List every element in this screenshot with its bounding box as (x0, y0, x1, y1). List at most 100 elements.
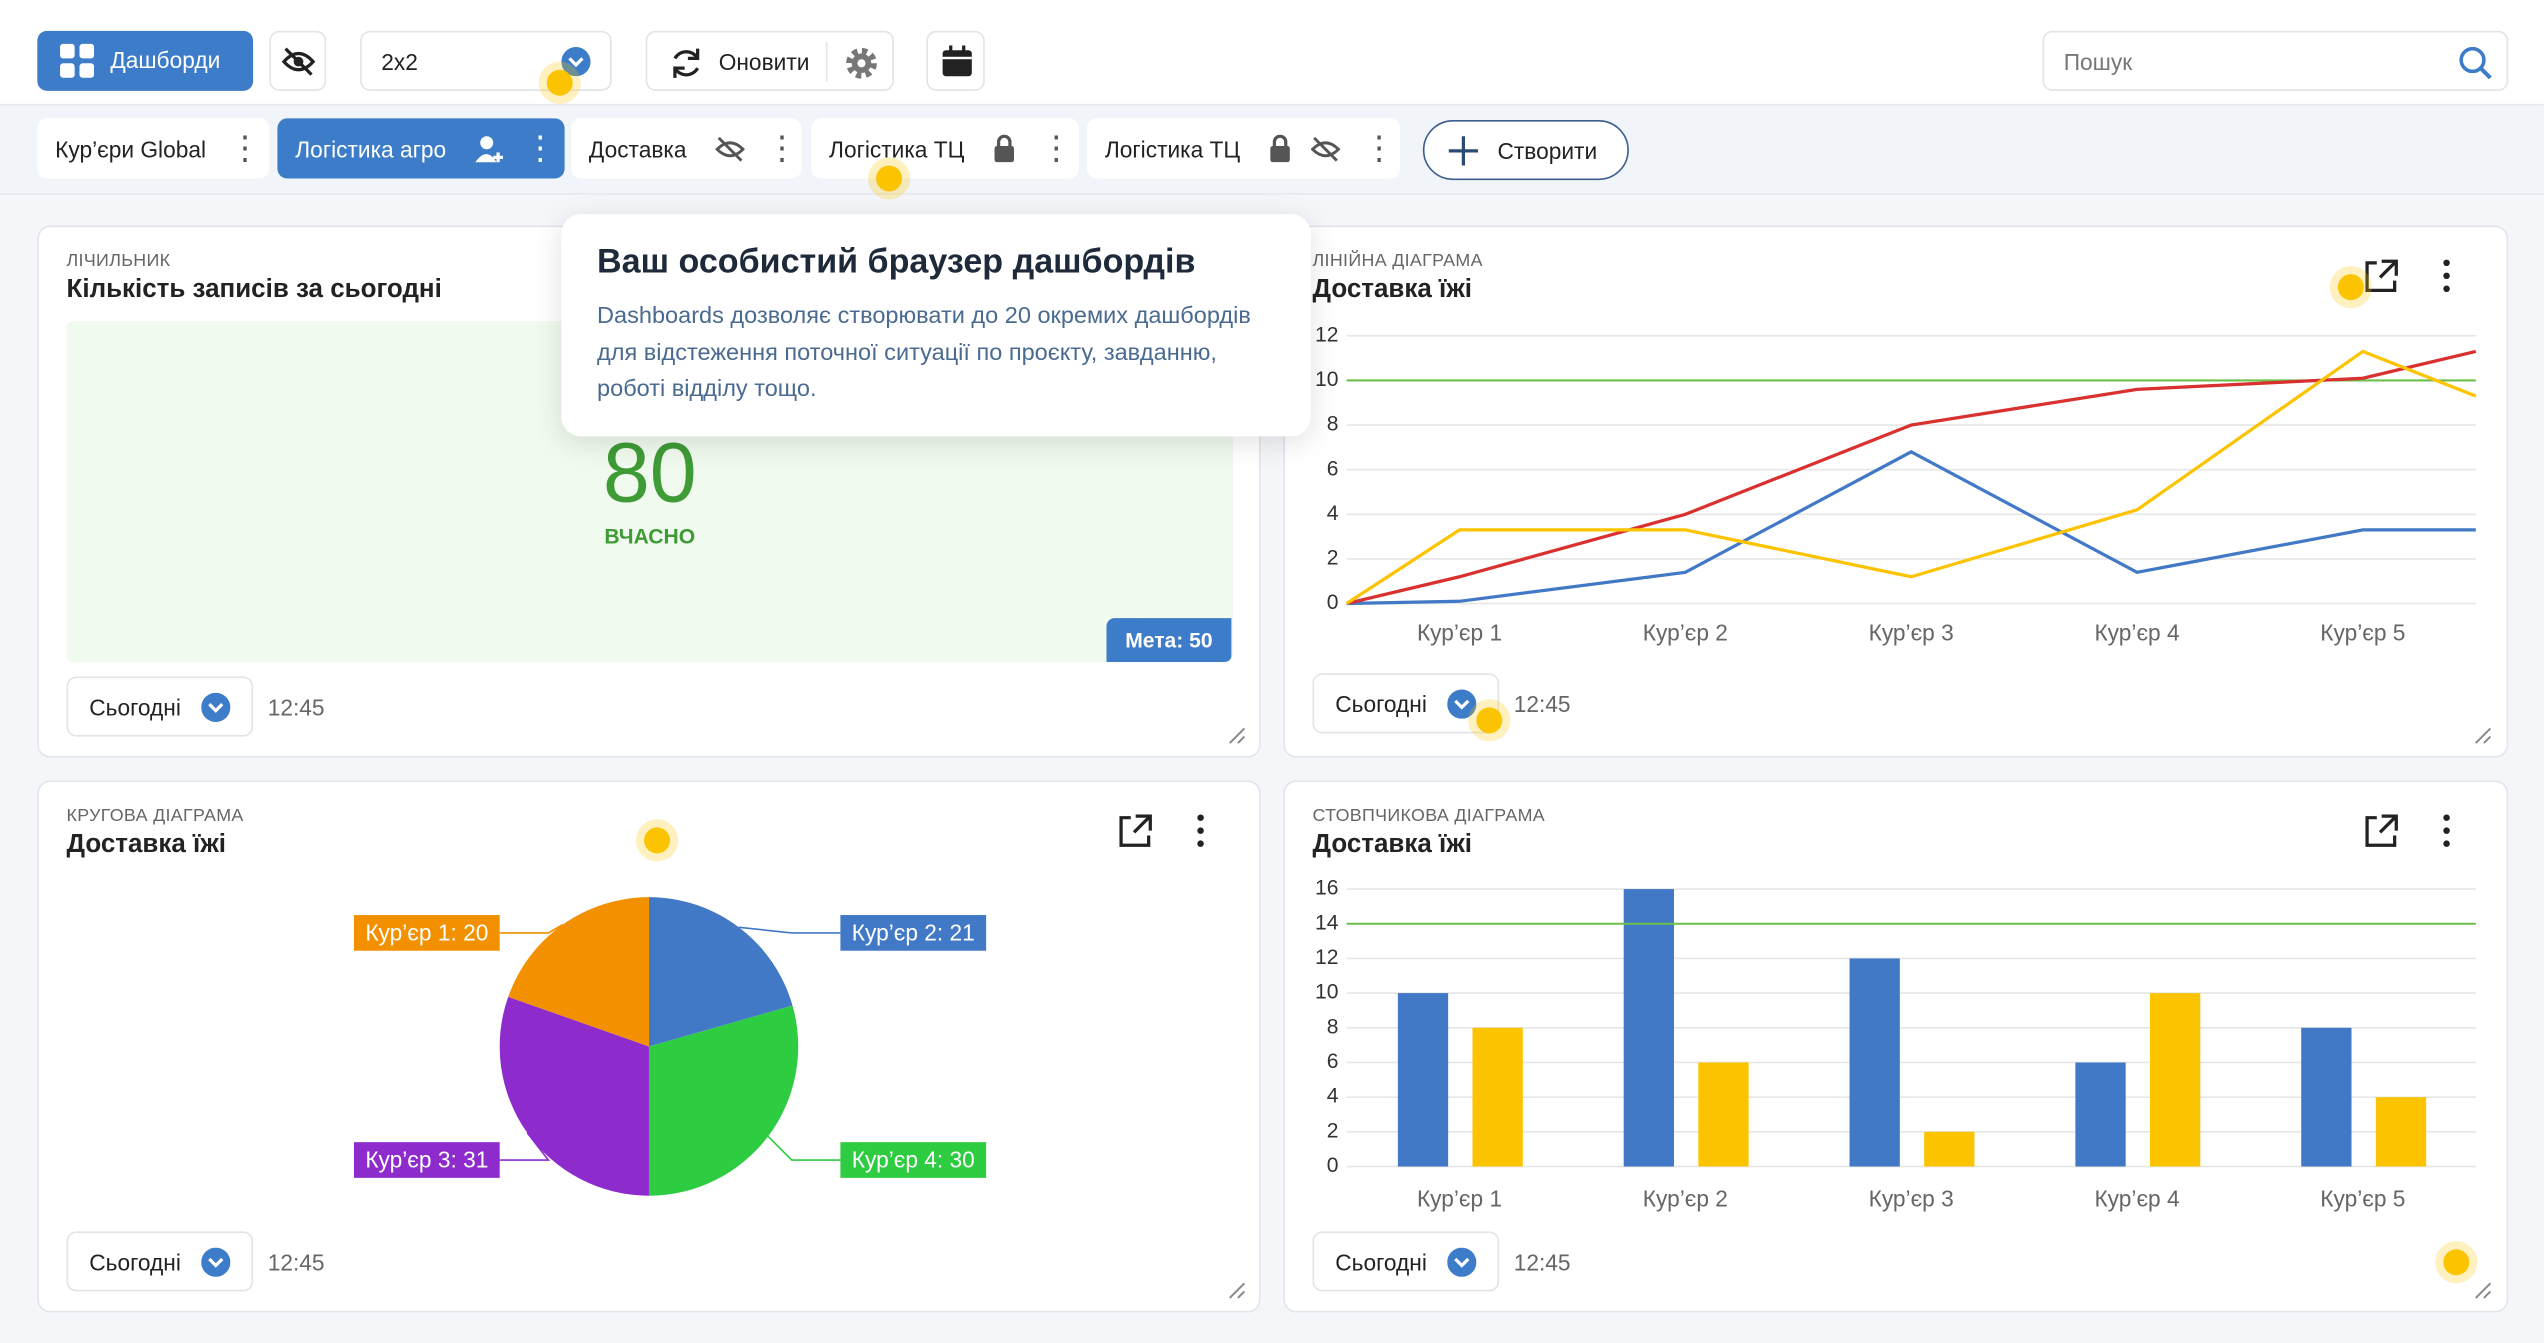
y-tick-label: 0 (1327, 591, 1339, 614)
y-tick-label: 12 (1315, 946, 1338, 969)
menu-dots[interactable]: ⋮ (1039, 131, 1073, 168)
update-time: 12:45 (267, 694, 325, 721)
label-box (840, 1142, 987, 1178)
eye-off-icon (1310, 136, 1341, 162)
tab-label: Логістика ТЦ (829, 136, 965, 163)
update-time: 12:45 (1513, 691, 1571, 718)
lock-icon (994, 134, 1014, 163)
widget-kind: КРУГОВА ДІАГРАМА (66, 806, 244, 826)
counter-value: 80 (602, 426, 697, 521)
pie-slice (648, 897, 793, 1047)
bar (1397, 993, 1449, 1167)
menu-dots[interactable]: ⋮ (1362, 131, 1396, 168)
eye-off-icon (281, 47, 316, 76)
y-tick-label: 12 (1315, 323, 1338, 346)
tab[interactable]: Логістика ТЦ ⋮ (811, 118, 1079, 179)
line-series (1345, 349, 2477, 605)
tab-label: Доставка (588, 136, 687, 163)
plus-icon (1448, 136, 1479, 166)
menu-dots[interactable]: ⋮ (524, 131, 557, 168)
refresh-icon (673, 48, 700, 78)
leader-line (767, 1135, 841, 1161)
goal-badge: Мета: 50 (1106, 618, 1232, 662)
y-tick-label: 6 (1327, 1050, 1339, 1073)
y-tick-label: 2 (1327, 546, 1339, 569)
tooltip-title: Ваш особистий браузер дашбордів (597, 243, 1196, 281)
period-select[interactable]: Сьогодні (66, 1231, 254, 1292)
dashboards-button[interactable]: Дашборди (37, 30, 254, 91)
update-time: 12:45 (1513, 1249, 1571, 1276)
period-value: Сьогодні (1335, 1249, 1427, 1276)
pie-label-text: Кур’єр 1: 20 (365, 920, 488, 946)
x-tick-label: Кур’єр 4 (2094, 619, 2179, 645)
bar (1849, 958, 1900, 1167)
pie-label: Кур’єр 4: 30 (840, 1142, 987, 1178)
line-widget: ЛІНІЙНА ДІАГРАМА Доставка їжі Сьогодні 1… (1283, 225, 2509, 758)
widget-title: Доставка їжі (66, 830, 226, 859)
tab-label: Логістика агро (295, 136, 447, 163)
y-tick-label: 0 (1327, 1154, 1339, 1177)
open-icon[interactable] (2365, 259, 2398, 293)
open-icon[interactable] (1119, 814, 1152, 847)
share-icon (475, 136, 503, 163)
search-placeholder: Пошук (2063, 48, 2133, 75)
pie-label: Кур’єр 1: 20 (353, 915, 500, 951)
period-select[interactable]: Сьогодні (66, 676, 254, 737)
update-time: 12:45 (267, 1249, 325, 1276)
menu-dots[interactable]: ⋮ (765, 131, 799, 168)
chevron (201, 692, 231, 722)
lock-icon (1270, 134, 1290, 163)
x-tick-label: Кур’єр 2 (1643, 1186, 1728, 1212)
period-value: Сьогодні (89, 1249, 181, 1276)
leader-line (738, 926, 841, 934)
counter-caption: ВЧАСНО (604, 524, 696, 549)
y-tick-label: 10 (1315, 368, 1338, 391)
y-tick-label: 14 (1315, 911, 1339, 934)
hide-button[interactable] (269, 30, 327, 91)
search-box[interactable]: Пошук (2042, 30, 2509, 91)
eye-off-icon (715, 136, 745, 162)
create-button[interactable]: Створити (1422, 120, 1629, 181)
tab[interactable]: Логістика ТЦ ⋮ (1087, 118, 1401, 179)
period-select[interactable]: Сьогодні (1312, 673, 1500, 734)
line-series (1346, 349, 2477, 606)
bar (1623, 889, 1674, 1167)
x-tick-label: Кур’єр 2 (1643, 619, 1728, 645)
x-tick-label: Кур’єр 3 (1869, 619, 1954, 645)
bar (1698, 1062, 1749, 1167)
divider (825, 42, 828, 82)
tooltip-text: Dashboards дозволяє створювати до 20 окр… (597, 303, 1251, 403)
menu-dots[interactable] (1197, 259, 2450, 847)
y-tick-label: 8 (1327, 1015, 1339, 1038)
tab-active[interactable]: Логістика агро ⋮ (277, 118, 565, 179)
tab[interactable]: Доставка ⋮ (571, 118, 802, 179)
calendar-button[interactable] (926, 30, 985, 91)
x-tick-label: Кур’єр 3 (1869, 1186, 1954, 1212)
chevron (561, 47, 591, 77)
period-select[interactable]: Сьогодні (1312, 1231, 1500, 1292)
bar (2075, 1062, 2126, 1167)
y-tick-label: 6 (1327, 457, 1339, 480)
y-tick-label: 4 (1327, 1085, 1339, 1108)
chevron (1447, 1247, 1477, 1277)
grid-icon (60, 43, 95, 78)
tab[interactable]: Кур’єри Global ⋮ (37, 118, 270, 179)
widget-title: Доставка їжі (1312, 830, 1472, 859)
menu-dots[interactable]: ⋮ (228, 131, 262, 168)
resize-handles[interactable] (1229, 727, 2492, 1299)
bar (2150, 993, 2201, 1167)
widget-kind: ЛІЧИЛЬНИК (66, 251, 171, 271)
hotspots[interactable] (538, 61, 2478, 1284)
refresh-label[interactable]: Оновити (718, 48, 810, 75)
onboarding-tooltip: Ваш особистий браузер дашбордів Dashboar… (561, 214, 1311, 437)
open-icon[interactable] (2365, 814, 2398, 847)
layout-value: 2x2 (381, 48, 418, 75)
settings-icon[interactable] (844, 45, 880, 81)
y-tick-label: 10 (1315, 981, 1338, 1004)
x-tick-label: Кур’єр 1 (1417, 619, 1502, 645)
pie-slice (508, 897, 649, 1047)
